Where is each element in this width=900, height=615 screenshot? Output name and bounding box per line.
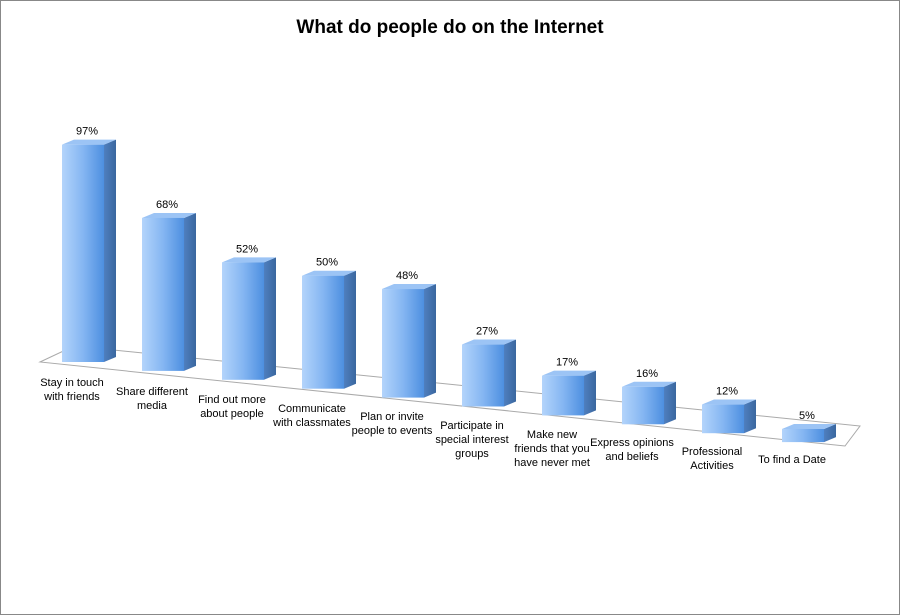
bar-side — [504, 339, 516, 407]
x-tick-label: Communicate with classmates — [273, 402, 351, 429]
bar — [382, 284, 436, 398]
bar — [302, 270, 356, 389]
bar-side — [264, 257, 276, 380]
value-label: 68% — [156, 199, 178, 211]
bar-top — [782, 424, 836, 429]
bar — [782, 424, 836, 443]
bar — [622, 381, 676, 425]
bar-top — [702, 399, 756, 405]
bar-top — [142, 212, 196, 218]
bar-front — [142, 217, 184, 371]
value-label: 50% — [316, 257, 338, 269]
bar-front — [222, 262, 264, 380]
bar — [462, 339, 516, 407]
bar-front — [542, 375, 584, 416]
value-label: 17% — [556, 357, 578, 369]
bar-side — [344, 270, 356, 389]
bar-side — [664, 381, 676, 425]
bar-side — [184, 212, 196, 371]
x-tick-label: Participate in special interest groups — [435, 420, 509, 460]
bar-top — [382, 284, 436, 290]
bar-front — [782, 429, 824, 443]
bar-front — [62, 144, 104, 362]
bar-front — [702, 404, 744, 434]
x-tick-label: Make new friends that you have never met — [514, 428, 590, 469]
bar — [542, 370, 596, 416]
x-tick-label: Find out more about people — [198, 394, 266, 421]
bar-top — [302, 270, 356, 276]
bar-side — [424, 284, 436, 398]
bar — [142, 212, 196, 371]
value-label: 52% — [236, 243, 258, 255]
bar — [62, 139, 116, 362]
bar-top — [62, 139, 116, 145]
bar-side — [824, 424, 836, 443]
bar-top — [222, 257, 276, 263]
value-label: 27% — [476, 326, 498, 338]
bar-side — [584, 370, 596, 416]
bar-front — [622, 386, 664, 425]
bar-top — [622, 381, 676, 387]
bar-side — [744, 399, 756, 434]
x-tick-label: Express opinions and beliefs — [590, 437, 674, 464]
bar-top — [462, 339, 516, 345]
bar — [222, 257, 276, 380]
x-tick-label: Professional Activities — [681, 445, 743, 472]
bar-front — [462, 344, 504, 407]
x-tick-label: Stay in touch with friends — [40, 377, 104, 403]
value-label: 12% — [716, 386, 738, 398]
x-tick-label: To find a Date — [758, 454, 826, 467]
value-label: 48% — [396, 270, 418, 282]
bar-front — [302, 275, 344, 389]
value-label: 5% — [799, 410, 815, 422]
bar-top — [542, 370, 596, 376]
value-label: 97% — [76, 126, 98, 138]
x-tick-label: Plan or invite people to events — [351, 411, 433, 438]
bar-side — [104, 139, 116, 362]
bar — [702, 399, 756, 434]
value-label: 16% — [636, 368, 658, 380]
bar-front — [382, 289, 424, 398]
chart-title: What do people do on the Internet — [296, 17, 604, 38]
x-tick-label: Share different media — [116, 385, 188, 412]
